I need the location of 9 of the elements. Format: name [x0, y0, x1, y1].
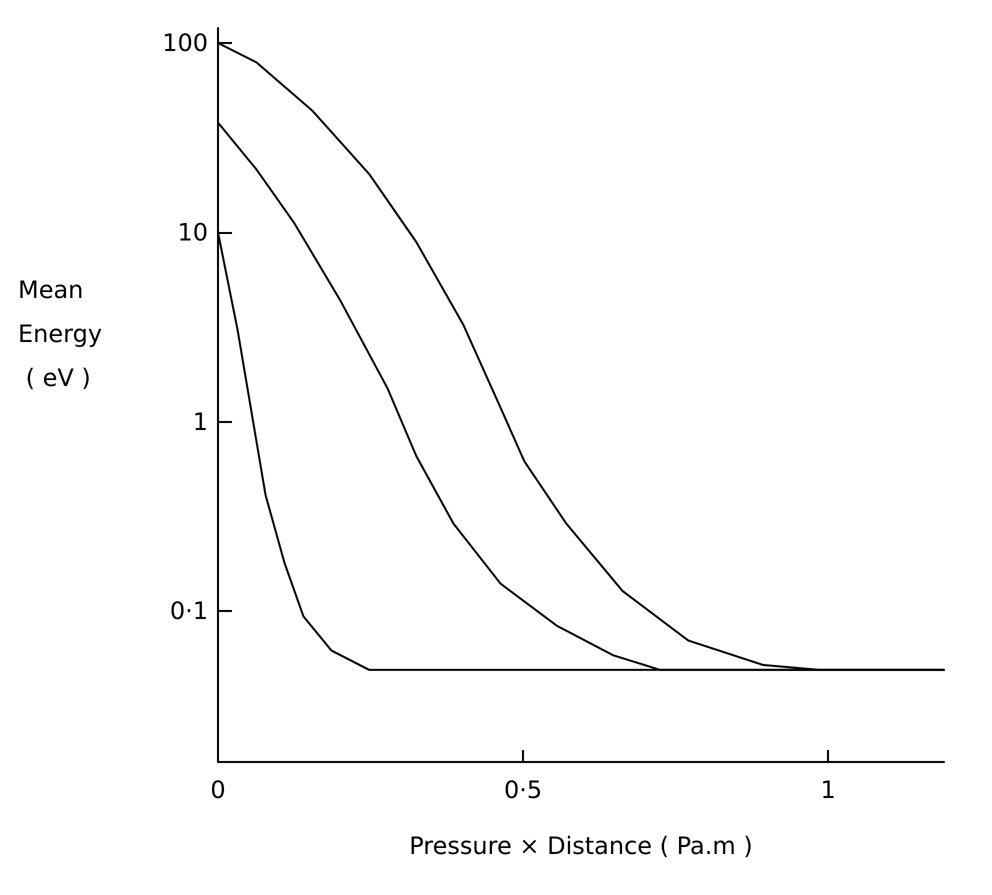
x-tick-label: 0·5	[504, 776, 542, 804]
x-tick-label: 0	[210, 776, 226, 804]
x-tick-label: 1	[820, 776, 836, 804]
y-tick-label: 10	[177, 218, 208, 246]
y-tick-label: 0·1	[170, 597, 208, 626]
y-tick-label: 100	[162, 29, 208, 57]
y-axis-title: Mean Energy ( eV )	[18, 276, 102, 392]
x-axis-title: Pressure × Distance ( Pa.m )	[409, 832, 753, 860]
y-tick-label: 1	[192, 408, 208, 436]
